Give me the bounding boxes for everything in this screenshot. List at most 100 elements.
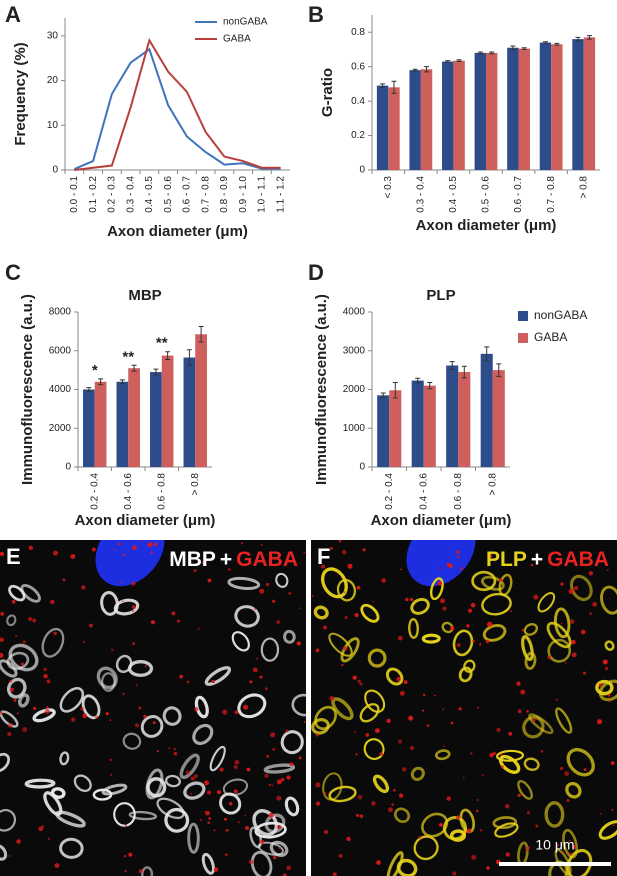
bar — [453, 60, 465, 171]
x-tick-label: 1.1 - 1.2 — [275, 176, 286, 213]
bar — [83, 389, 95, 467]
gaba-punctum — [229, 801, 233, 806]
gaba-punctum — [357, 679, 361, 684]
gaba-punctum — [598, 683, 603, 687]
myelin-ring — [222, 778, 249, 797]
legend-swatch — [518, 333, 528, 343]
y-axis-label: Immunofluorescence (a.u.) — [313, 294, 330, 485]
gaba-punctum — [176, 619, 180, 623]
myelin-ring — [101, 672, 116, 692]
myelin-ring — [393, 807, 411, 823]
myelin-ring — [41, 627, 65, 658]
x-axis-label: Axon diameter (μm) — [416, 217, 557, 234]
gaba-punctum — [7, 722, 13, 728]
gaba-punctum — [583, 768, 587, 772]
scale-bar-label: 10 μm — [535, 837, 574, 853]
gaba-punctum — [266, 754, 270, 758]
bar — [420, 69, 433, 170]
gaba-punctum — [487, 553, 493, 558]
y-tick-label: 0.4 — [351, 96, 365, 107]
gaba-punctum — [132, 545, 137, 550]
bar — [128, 368, 140, 467]
y-tick-label: 3000 — [343, 345, 366, 356]
gaba-punctum — [509, 610, 513, 613]
myelin-ring — [127, 660, 154, 677]
image-label-part: MBP — [169, 548, 216, 571]
gaba-punctum — [391, 803, 394, 806]
x-axis-label: Axon diameter (μm) — [75, 512, 216, 529]
gaba-punctum — [396, 676, 401, 682]
error-bar — [445, 60, 451, 63]
bar — [583, 37, 596, 171]
gaba-punctum — [20, 662, 24, 666]
y-tick-label: 8000 — [49, 307, 72, 318]
gaba-punctum — [194, 707, 199, 712]
myelin-ring — [408, 618, 419, 639]
bar — [388, 87, 400, 170]
gaba-punctum — [388, 807, 393, 813]
gaba-punctum — [28, 545, 34, 551]
gaba-punctum — [571, 639, 576, 645]
x-tick-label: 0.6 - 0.7 — [513, 176, 524, 213]
gaba-punctum — [43, 673, 48, 679]
myelin-ring — [164, 807, 190, 833]
x-tick-label: 0.5 - 0.6 — [163, 176, 174, 213]
gaba-punctum — [240, 542, 243, 545]
myelin-ring — [59, 837, 84, 859]
gaba-punctum — [298, 756, 302, 760]
gaba-punctum — [535, 824, 539, 828]
myelin-ring — [496, 749, 525, 762]
gaba-punctum — [121, 600, 124, 602]
gaba-punctum — [452, 871, 457, 876]
gaba-punctum — [342, 646, 348, 651]
myelin-ring — [463, 659, 476, 673]
myelin-ring — [482, 623, 507, 642]
gaba-punctum — [256, 657, 259, 660]
myelin-ring — [59, 751, 70, 766]
gaba-punctum — [520, 689, 526, 695]
gaba-punctum — [131, 581, 136, 586]
gaba-punctum — [329, 696, 335, 702]
gaba-punctum — [604, 666, 609, 671]
gaba-punctum — [9, 687, 14, 692]
gaba-punctum — [449, 626, 455, 631]
gaba-punctum — [492, 751, 496, 756]
gaba-punctum — [186, 680, 190, 684]
myelin-ring — [231, 631, 250, 652]
myelin-ring — [237, 693, 267, 719]
x-tick-label: 0.4 - 0.5 — [448, 176, 459, 213]
error-bar — [131, 364, 137, 372]
myelin-ring — [164, 774, 182, 788]
gaba-punctum — [479, 643, 482, 646]
gaba-punctum — [322, 625, 328, 630]
bar — [446, 365, 459, 467]
error-bar — [165, 351, 171, 360]
bar — [474, 52, 486, 171]
gaba-punctum — [234, 759, 240, 765]
myelin-ring — [59, 687, 85, 713]
gaba-punctum — [254, 608, 256, 610]
gaba-punctum — [252, 667, 258, 673]
legend-swatch — [518, 311, 528, 321]
gaba-punctum — [207, 578, 212, 583]
panel-letter: D — [308, 260, 324, 285]
gaba-punctum — [608, 699, 612, 703]
myelin-ring — [0, 752, 10, 773]
gaba-punctum — [105, 712, 109, 716]
y-tick-label: 0 — [52, 165, 58, 176]
y-tick-label: 4000 — [49, 384, 72, 395]
gaba-punctum — [33, 706, 37, 711]
myelin-ring — [283, 629, 296, 644]
gaba-punctum — [547, 655, 552, 660]
gaba-punctum — [355, 753, 358, 756]
x-axis-label: Axon diameter (μm) — [107, 223, 248, 240]
gaba-punctum — [311, 595, 314, 598]
myelin-ring — [360, 603, 380, 623]
gaba-punctum — [117, 542, 121, 546]
gaba-punctum — [190, 793, 192, 795]
gaba-punctum — [456, 643, 461, 648]
gaba-punctum — [38, 826, 44, 832]
bar — [150, 372, 162, 467]
gaba-punctum — [410, 597, 414, 602]
gaba-punctum — [457, 555, 460, 559]
